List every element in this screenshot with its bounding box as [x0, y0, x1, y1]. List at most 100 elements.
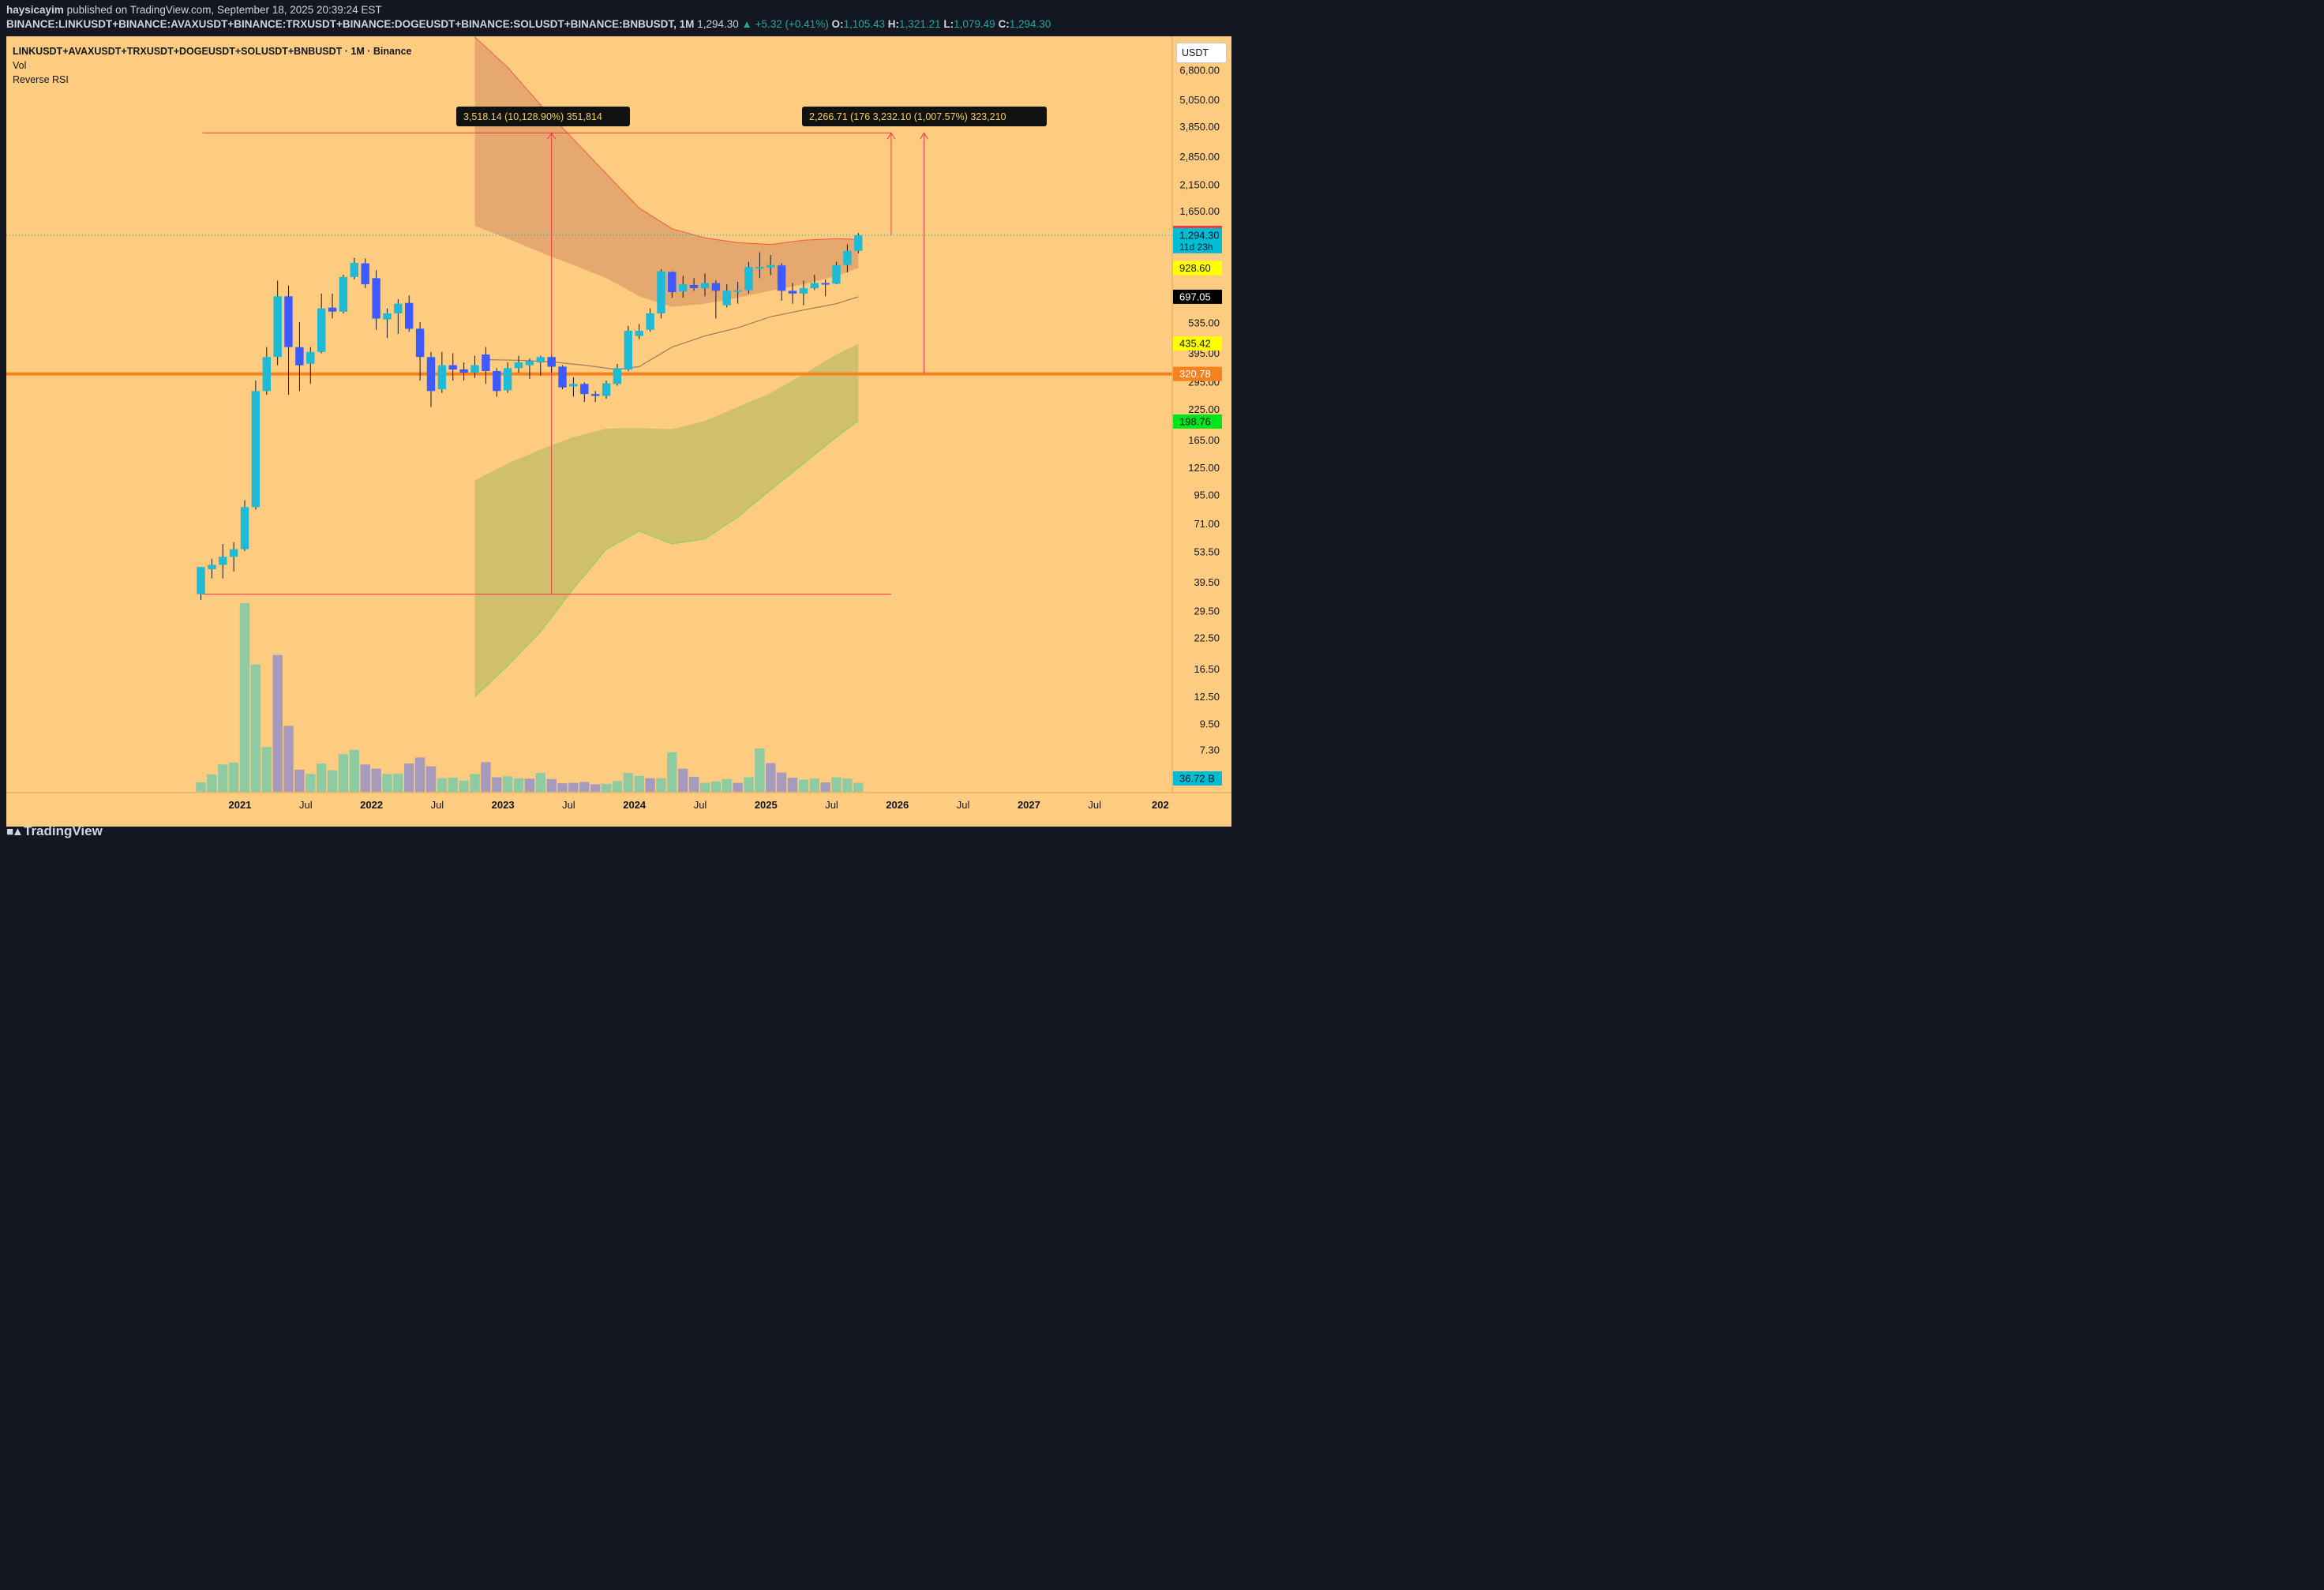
- time-tick-label: Jul: [562, 799, 575, 811]
- volume-bar: [414, 757, 425, 792]
- volume-bar: [294, 769, 305, 792]
- volume-bar: [776, 772, 787, 792]
- time-tick-label: 2025: [755, 799, 778, 811]
- close-value: 1,294.30: [1009, 18, 1051, 30]
- candle-body: [613, 368, 622, 384]
- price-tick-label: 12.50: [1194, 691, 1220, 703]
- price-tick-label: 95.00: [1194, 489, 1220, 501]
- price-badge-label: 697.05: [1179, 291, 1211, 302]
- price-tick-label: 2,150.00: [1179, 179, 1220, 191]
- volume-bar: [261, 747, 272, 792]
- symbol-ohlc-line: BINANCE:LINKUSDT+BINANCE:AVAXUSDT+BINANC…: [6, 18, 1051, 30]
- volume-bar: [272, 654, 283, 792]
- candle-body: [284, 296, 293, 347]
- volume-bar: [218, 764, 228, 792]
- candle-body: [459, 369, 468, 373]
- upper-band-edge: [474, 36, 859, 246]
- volume-bar: [601, 783, 612, 792]
- price-tick-label: 22.50: [1194, 632, 1220, 644]
- measure-label-bg: [456, 107, 630, 126]
- candle-body: [558, 366, 567, 388]
- volume-bar: [481, 762, 491, 792]
- publisher-line: haysicayim published on TradingView.com,…: [6, 4, 382, 16]
- candle-body: [591, 394, 600, 396]
- price-axis-bg: [1172, 36, 1231, 827]
- candle-body: [777, 265, 786, 291]
- time-tick-label: 2022: [360, 799, 383, 811]
- candle-body: [767, 264, 775, 268]
- published-text: published on TradingView.com, September …: [66, 4, 382, 16]
- candle-body: [843, 250, 852, 265]
- measure-label-text: 3,518.14 (10,128.90%) 351,814: [463, 111, 602, 122]
- price-tick-label: 29.50: [1194, 606, 1220, 617]
- volume-bar: [360, 764, 370, 792]
- volume-bar: [437, 778, 448, 792]
- candle-body: [711, 283, 721, 291]
- volume-bar: [393, 774, 403, 792]
- candle-body: [722, 291, 731, 306]
- volume-bar: [535, 773, 545, 792]
- volume-bar: [557, 783, 568, 792]
- candle-body: [799, 288, 808, 294]
- price-badge: 198.76: [1173, 414, 1222, 429]
- time-tick-label: 2026: [886, 799, 909, 811]
- symbol-full: BINANCE:LINKUSDT+BINANCE:AVAXUSDT+BINANC…: [6, 18, 695, 30]
- candle-body: [580, 384, 589, 395]
- candle-body: [339, 276, 348, 312]
- candle-body: [755, 267, 764, 269]
- time-tick-label: 202: [1152, 799, 1169, 811]
- volume-bar: [787, 778, 798, 792]
- volume-bar: [733, 782, 743, 792]
- volume-bar: [305, 774, 316, 792]
- candle-body: [668, 272, 677, 293]
- measure-arrow-1-head: [547, 132, 557, 140]
- volume-bar: [678, 768, 688, 792]
- tradingview-logo[interactable]: ■▲ TradingView: [6, 823, 103, 839]
- price-chart[interactable]: 3,518.14 (10,128.90%) 351,814 2,266.71 (1…: [6, 36, 1231, 827]
- candle-body: [514, 362, 523, 369]
- volume-bar: [710, 781, 722, 792]
- chart-legend: LINKUSDT+AVAXUSDT+TRXUSDT+DOGEUSDT+SOLUS…: [13, 44, 412, 87]
- legend-title[interactable]: LINKUSDT+AVAXUSDT+TRXUSDT+DOGEUSDT+SOLUS…: [13, 46, 412, 57]
- volume-bar: [853, 782, 864, 792]
- candle-body: [821, 283, 830, 285]
- legend-indicator[interactable]: Reverse RSI: [13, 74, 69, 85]
- volume-bar: [404, 763, 414, 792]
- chart-panel[interactable]: 3,518.14 (10,128.90%) 351,814 2,266.71 (1…: [6, 36, 1231, 827]
- measure-label-text: 2,266.71 (176 3,232.10 (1,007.57%) 323,2…: [809, 111, 1006, 122]
- time-tick-label: Jul: [825, 799, 838, 811]
- price-tick-label: 3,850.00: [1179, 121, 1220, 133]
- volume-bar: [634, 775, 644, 792]
- volume-bar: [820, 782, 830, 792]
- time-tick-label: 2024: [623, 799, 647, 811]
- candle-body: [262, 357, 271, 392]
- volume-bar: [667, 752, 677, 792]
- candle-body: [426, 357, 436, 392]
- candle-body: [503, 368, 512, 391]
- currency-button[interactable]: USDT: [1176, 43, 1227, 63]
- volume-bar: [448, 778, 458, 792]
- volume-bar: [371, 768, 381, 792]
- candle-body: [854, 234, 863, 251]
- candle-body: [646, 313, 654, 330]
- volume-bar: [228, 763, 239, 792]
- candle-body: [361, 263, 369, 285]
- time-tick-label: Jul: [431, 799, 444, 811]
- lower-band: [474, 343, 859, 697]
- candle-body: [317, 308, 326, 352]
- time-axis-bg: [6, 793, 1231, 827]
- price-tick-label: 9.50: [1200, 718, 1220, 729]
- close-label: C:: [998, 18, 1010, 30]
- volume-bar: [744, 777, 754, 792]
- measure-label: 3,518.14 (10,128.90%) 351,814: [456, 107, 630, 126]
- volume-bar: [317, 763, 327, 792]
- volume-bar: [809, 778, 819, 792]
- publisher-name[interactable]: haysicayim: [6, 4, 64, 16]
- volume-bar: [612, 781, 623, 792]
- last-price: 1,294.30: [697, 18, 739, 30]
- candle-body: [383, 313, 392, 320]
- legend-volume[interactable]: Vol: [13, 60, 27, 71]
- open-label: O:: [831, 18, 844, 30]
- time-tick-label: Jul: [957, 799, 970, 811]
- price-badge-bg: [1173, 261, 1222, 276]
